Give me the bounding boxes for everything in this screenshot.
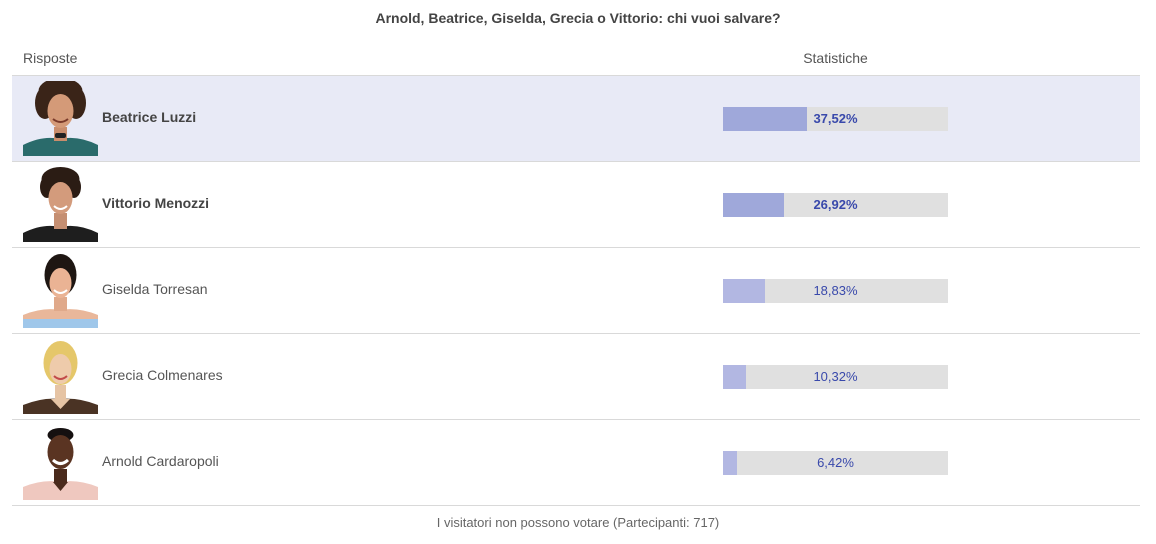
participants-note: I visitatori non possono votare (Parteci… <box>436 515 720 530</box>
option-name: Giselda Torresan <box>102 281 208 297</box>
result-bar: 6,42% <box>723 451 948 475</box>
result-bar-fill <box>723 193 784 217</box>
result-bar-fill <box>723 279 766 303</box>
poll-option-arnold: Arnold Cardaropoli 6,42% <box>12 420 1140 506</box>
option-name: Vittorio Menozzi <box>102 195 210 211</box>
result-percent: 18,83% <box>813 283 858 298</box>
option-name: Grecia Colmenares <box>102 367 223 383</box>
arnold-photo <box>23 425 98 500</box>
result-bar-fill <box>723 107 808 131</box>
vittorio-photo <box>23 167 98 242</box>
result-percent: 37,52% <box>813 111 858 126</box>
result-bar-fill <box>723 365 747 389</box>
option-name: Beatrice Luzzi <box>102 109 197 125</box>
poll-results-list: Beatrice Luzzi 37,52% Vittorio Menozzi 2… <box>12 75 1140 506</box>
poll-option-giselda: Giselda Torresan 18,83% <box>12 248 1140 334</box>
giselda-photo <box>23 253 98 328</box>
result-bar: 10,32% <box>723 365 948 389</box>
result-bar-fill <box>723 451 738 475</box>
poll-question: Arnold, Beatrice, Giselda, Grecia o Vitt… <box>375 10 781 26</box>
poll-option-grecia: Grecia Colmenares 10,32% <box>12 334 1140 420</box>
result-bar: 18,83% <box>723 279 948 303</box>
grecia-photo <box>23 339 98 414</box>
beatrice-photo <box>23 81 98 156</box>
result-percent: 26,92% <box>813 197 858 212</box>
stats-header: Statistiche <box>803 50 868 66</box>
answers-header: Risposte <box>23 50 78 66</box>
poll-option-vittorio: Vittorio Menozzi 26,92% <box>12 162 1140 248</box>
option-name: Arnold Cardaropoli <box>102 453 219 469</box>
result-percent: 10,32% <box>813 369 858 384</box>
result-bar: 37,52% <box>723 107 948 131</box>
result-percent: 6,42% <box>817 455 854 470</box>
result-bar: 26,92% <box>723 193 948 217</box>
poll-option-beatrice: Beatrice Luzzi 37,52% <box>12 76 1140 162</box>
